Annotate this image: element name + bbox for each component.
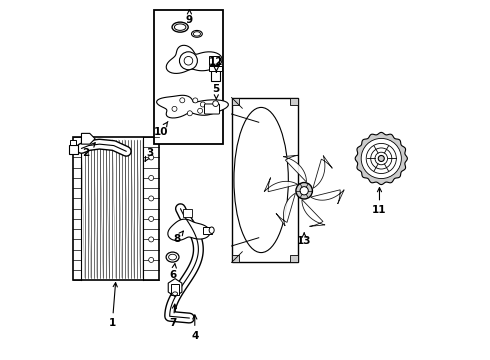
Bar	[203, 226, 212, 234]
Circle shape	[180, 98, 185, 103]
Circle shape	[200, 102, 205, 107]
Ellipse shape	[172, 292, 177, 296]
Polygon shape	[81, 134, 95, 144]
Text: 9: 9	[186, 9, 193, 26]
Circle shape	[148, 196, 154, 201]
Circle shape	[184, 57, 193, 65]
Bar	[73, 137, 159, 280]
Text: 8: 8	[173, 231, 183, 244]
Bar	[232, 98, 298, 262]
Circle shape	[187, 111, 193, 116]
Polygon shape	[157, 95, 228, 118]
Bar	[290, 255, 298, 262]
Polygon shape	[313, 156, 332, 188]
Text: 4: 4	[191, 315, 198, 341]
Bar	[183, 210, 192, 217]
Ellipse shape	[166, 252, 179, 262]
Bar	[172, 284, 179, 295]
Polygon shape	[276, 193, 295, 226]
Ellipse shape	[209, 227, 214, 233]
Polygon shape	[302, 199, 325, 226]
Text: 2: 2	[82, 143, 95, 158]
Text: 7: 7	[170, 304, 177, 328]
Ellipse shape	[172, 22, 188, 32]
Circle shape	[296, 183, 313, 199]
Circle shape	[361, 138, 401, 179]
Circle shape	[148, 155, 154, 160]
Circle shape	[193, 98, 198, 103]
Text: 6: 6	[170, 264, 177, 280]
Bar	[232, 98, 240, 105]
Ellipse shape	[194, 32, 200, 36]
Polygon shape	[283, 155, 306, 182]
Text: 5: 5	[213, 84, 220, 99]
Text: 10: 10	[153, 122, 168, 136]
FancyBboxPatch shape	[204, 104, 220, 114]
Ellipse shape	[174, 24, 186, 30]
Bar	[232, 255, 240, 262]
Ellipse shape	[169, 254, 176, 260]
Polygon shape	[166, 45, 222, 73]
Polygon shape	[311, 190, 344, 204]
Bar	[70, 140, 76, 145]
Text: 13: 13	[297, 233, 312, 246]
Circle shape	[179, 52, 197, 70]
Bar	[290, 98, 298, 105]
Bar	[211, 67, 220, 81]
Circle shape	[172, 106, 177, 111]
Bar	[69, 145, 77, 154]
Polygon shape	[355, 132, 407, 185]
Text: 3: 3	[145, 148, 153, 161]
Circle shape	[300, 186, 308, 195]
Circle shape	[148, 216, 154, 221]
Circle shape	[213, 101, 219, 107]
Text: 11: 11	[372, 188, 387, 216]
Circle shape	[197, 108, 203, 113]
Circle shape	[378, 156, 384, 162]
Text: 1: 1	[109, 283, 117, 328]
Circle shape	[366, 143, 396, 174]
Ellipse shape	[234, 107, 288, 253]
Circle shape	[371, 148, 392, 169]
Text: 12: 12	[209, 57, 223, 72]
Bar	[153, 10, 223, 144]
Circle shape	[148, 257, 154, 262]
Circle shape	[375, 152, 388, 165]
Ellipse shape	[192, 31, 202, 37]
Polygon shape	[264, 177, 298, 192]
Polygon shape	[168, 279, 182, 297]
Circle shape	[148, 175, 154, 180]
Bar	[209, 66, 222, 71]
Polygon shape	[168, 219, 210, 240]
Circle shape	[148, 237, 154, 242]
Bar	[209, 57, 219, 65]
